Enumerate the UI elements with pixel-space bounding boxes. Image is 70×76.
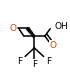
Text: O: O [49,41,56,50]
Text: F: F [32,60,37,69]
Text: O: O [9,24,16,33]
Text: OH: OH [54,22,68,31]
Text: F: F [46,57,51,66]
Text: F: F [17,57,22,66]
